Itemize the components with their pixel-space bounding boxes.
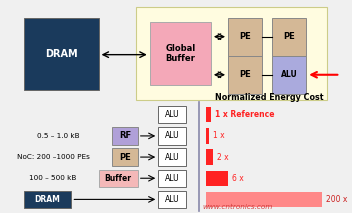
Text: PE: PE [239, 70, 251, 79]
Text: Buffer: Buffer [105, 174, 132, 183]
Text: 1 x: 1 x [213, 131, 225, 140]
Text: PE: PE [119, 153, 131, 162]
Bar [272, 56, 306, 94]
Text: ALU: ALU [165, 174, 180, 183]
Bar [150, 22, 211, 85]
Text: Global
Buffer: Global Buffer [165, 44, 195, 63]
Bar [272, 18, 306, 56]
Text: NoC: 200 –1000 PEs: NoC: 200 –1000 PEs [17, 154, 90, 160]
Text: 1 x Reference: 1 x Reference [215, 110, 275, 119]
Text: ALU: ALU [281, 70, 298, 79]
Text: RF: RF [119, 131, 131, 140]
Text: 0.5 – 1.0 kB: 0.5 – 1.0 kB [37, 133, 80, 139]
Text: ALU: ALU [165, 153, 180, 162]
Bar [112, 148, 138, 166]
Bar [112, 127, 138, 145]
Text: 2 x: 2 x [218, 153, 229, 162]
Bar [99, 170, 138, 187]
Bar [24, 191, 71, 208]
Bar [206, 107, 211, 122]
Bar [136, 7, 327, 100]
Text: 6 x: 6 x [232, 174, 244, 183]
Text: www.cntronics.com: www.cntronics.com [202, 204, 273, 210]
Bar [158, 148, 186, 166]
Text: ALU: ALU [165, 110, 180, 119]
Text: PE: PE [239, 32, 251, 41]
Text: DRAM: DRAM [45, 49, 77, 59]
Text: DRAM: DRAM [34, 195, 61, 204]
Text: 200 x: 200 x [326, 195, 347, 204]
Bar [206, 192, 322, 207]
Bar [228, 56, 262, 94]
Bar [158, 127, 186, 145]
Bar [206, 150, 213, 165]
Bar [158, 106, 186, 123]
Bar [158, 170, 186, 187]
Bar [158, 191, 186, 208]
Bar [206, 128, 209, 144]
Bar [228, 18, 262, 56]
Bar [206, 171, 228, 186]
Text: PE: PE [283, 32, 295, 41]
Text: 100 – 500 kB: 100 – 500 kB [29, 175, 76, 181]
Text: ALU: ALU [165, 131, 180, 140]
Text: Normalized Energy Cost: Normalized Energy Cost [215, 93, 323, 102]
Bar [24, 18, 99, 90]
Text: ALU: ALU [165, 195, 180, 204]
